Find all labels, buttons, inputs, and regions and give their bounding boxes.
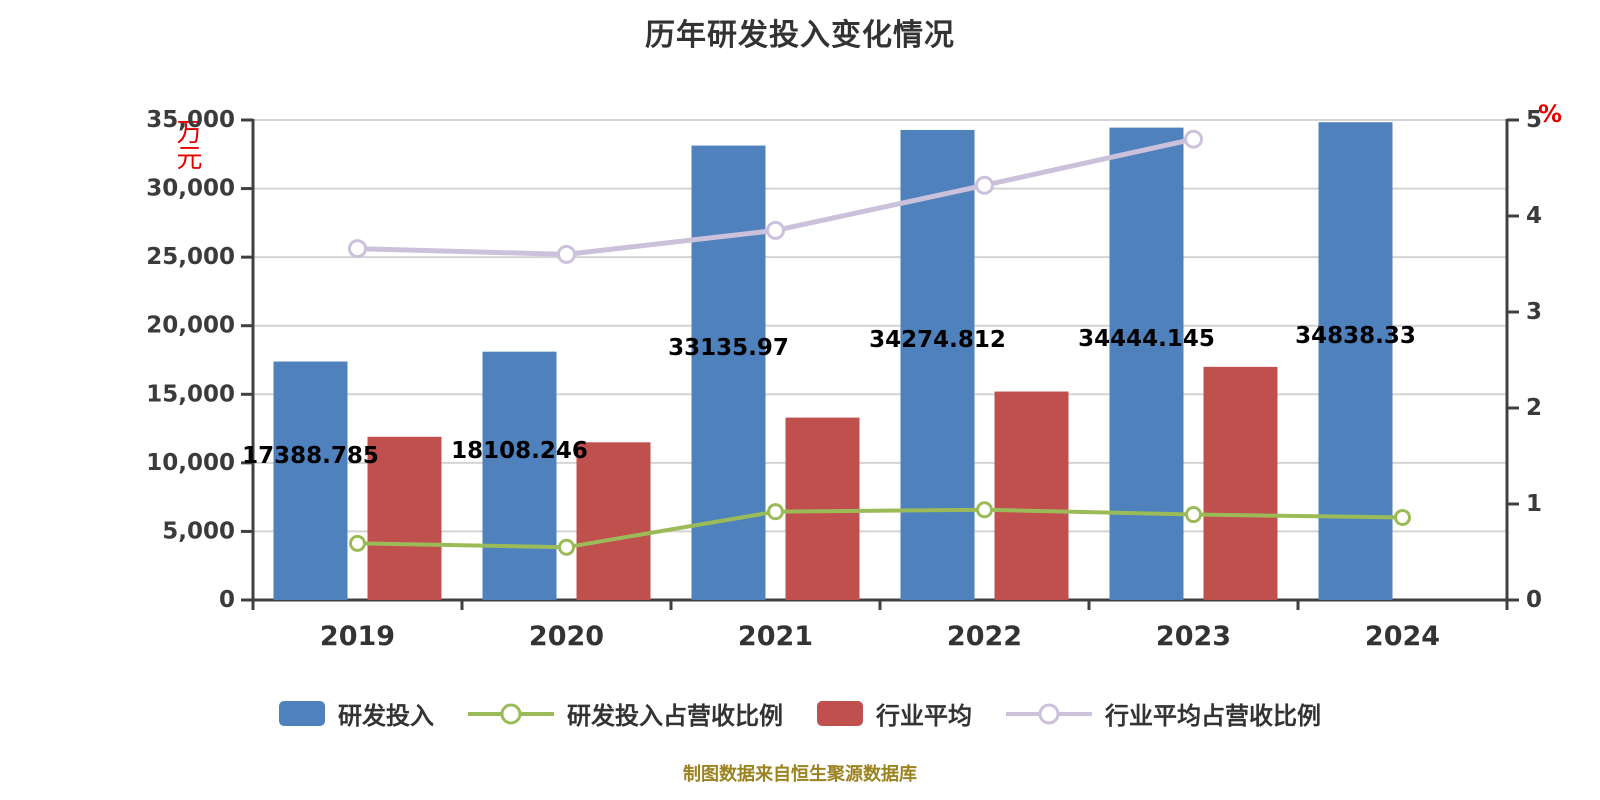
rd-ratio-line-marker-icon bbox=[468, 703, 554, 724]
legend-item-rd-investment[interactable]: 研发投入 bbox=[279, 696, 434, 731]
marker-rd-ratio-2022 bbox=[976, 501, 993, 519]
marker-rd-ratio-2024 bbox=[1394, 508, 1411, 526]
data-label-2021: 33135.97 bbox=[668, 335, 789, 361]
bar-industry-average-2022 bbox=[994, 391, 1069, 600]
bar-industry-average-2020 bbox=[576, 442, 651, 600]
marker-industry-ratio-2019 bbox=[348, 239, 367, 259]
left-axis-tick-label: 25,000 bbox=[146, 244, 235, 270]
left-axis-tick-label: 5,000 bbox=[162, 518, 235, 544]
data-label-2022: 34274.812 bbox=[869, 327, 1006, 353]
bar-rd-investment-2021 bbox=[691, 145, 766, 600]
x-axis-label-2020: 2020 bbox=[529, 621, 604, 652]
right-axis-tick-label: 0 bbox=[1526, 587, 1542, 613]
legend-label-industry-ratio: 行业平均占营收比例 bbox=[1105, 702, 1321, 730]
legend-label-industry-average: 行业平均 bbox=[876, 702, 972, 730]
marker-industry-ratio-2023 bbox=[1184, 129, 1203, 149]
marker-industry-ratio-2020 bbox=[557, 244, 576, 264]
x-axis-label-2022: 2022 bbox=[947, 621, 1022, 652]
legend-item-industry-average[interactable]: 行业平均 bbox=[817, 696, 972, 731]
legend-label-rd-ratio: 研发投入占营收比例 bbox=[567, 702, 783, 730]
marker-rd-ratio-2021 bbox=[767, 503, 784, 521]
marker-rd-ratio-2019 bbox=[349, 534, 366, 552]
left-axis-tick-label: 30,000 bbox=[146, 176, 235, 202]
left-axis-unit-label: 万元 bbox=[172, 118, 202, 170]
data-label-2020: 18108.246 bbox=[451, 438, 588, 464]
right-axis-tick-label: 4 bbox=[1526, 203, 1542, 229]
x-axis-label-2023: 2023 bbox=[1156, 621, 1231, 652]
right-axis-tick-label: 1 bbox=[1526, 491, 1542, 517]
bar-rd-investment-2023 bbox=[1109, 127, 1184, 600]
left-axis-tick-label: 10,000 bbox=[146, 450, 235, 476]
legend-label-rd-investment: 研发投入 bbox=[338, 702, 434, 730]
data-label-2023: 34444.145 bbox=[1078, 326, 1215, 352]
bar-rd-investment-2022 bbox=[900, 129, 975, 600]
right-axis-tick-label: 5 bbox=[1526, 107, 1542, 133]
rd-ratio-dot-icon bbox=[500, 703, 522, 724]
industry-average-swatch-icon bbox=[817, 701, 863, 726]
chart-title: 历年研发投入变化情况 bbox=[645, 18, 955, 53]
bar-rd-investment-2019 bbox=[273, 361, 348, 600]
bar-rd-investment-2024 bbox=[1318, 122, 1393, 600]
right-axis-unit-label: % bbox=[1538, 100, 1563, 128]
line-rd-ratio bbox=[355, 507, 1405, 550]
x-axis-label-2021: 2021 bbox=[738, 621, 813, 652]
left-axis-tick-label: 20,000 bbox=[146, 313, 235, 339]
x-axis-label-2024: 2024 bbox=[1365, 621, 1440, 652]
legend-item-rd-ratio[interactable]: 研发投入占营收比例 bbox=[468, 696, 783, 731]
marker-industry-ratio-2022 bbox=[975, 175, 994, 195]
right-axis-tick-label: 2 bbox=[1526, 395, 1542, 421]
left-axis-tick-label: 0 bbox=[219, 587, 235, 613]
bar-industry-average-2019 bbox=[367, 436, 442, 600]
x-axis-label-2019: 2019 bbox=[320, 621, 395, 652]
industry-ratio-dot-icon bbox=[1038, 703, 1060, 724]
right-axis-tick-label: 3 bbox=[1526, 299, 1542, 325]
bar-rd-investment-2020 bbox=[482, 351, 557, 600]
legend-item-industry-ratio[interactable]: 行业平均占营收比例 bbox=[1006, 696, 1321, 731]
marker-industry-ratio-2021 bbox=[766, 220, 785, 240]
rd-investment-swatch-icon bbox=[279, 701, 325, 726]
data-label-2024: 34838.33 bbox=[1295, 323, 1416, 349]
industry-ratio-line-marker-icon bbox=[1006, 703, 1092, 724]
data-source-caption: 制图数据来自恒生聚源数据库 bbox=[683, 764, 917, 785]
marker-rd-ratio-2020 bbox=[558, 538, 575, 556]
left-axis-tick-label: 35,000 bbox=[146, 107, 235, 133]
left-axis-tick-label: 15,000 bbox=[146, 381, 235, 407]
bar-industry-average-2023 bbox=[1203, 366, 1278, 600]
marker-rd-ratio-2023 bbox=[1185, 506, 1202, 524]
data-label-2019: 17388.785 bbox=[242, 443, 379, 469]
legend: 研发投入 研发投入占营收比例 行业平均 行业平均占营收比例 bbox=[0, 696, 1600, 731]
bar-industry-average-2021 bbox=[785, 417, 860, 600]
